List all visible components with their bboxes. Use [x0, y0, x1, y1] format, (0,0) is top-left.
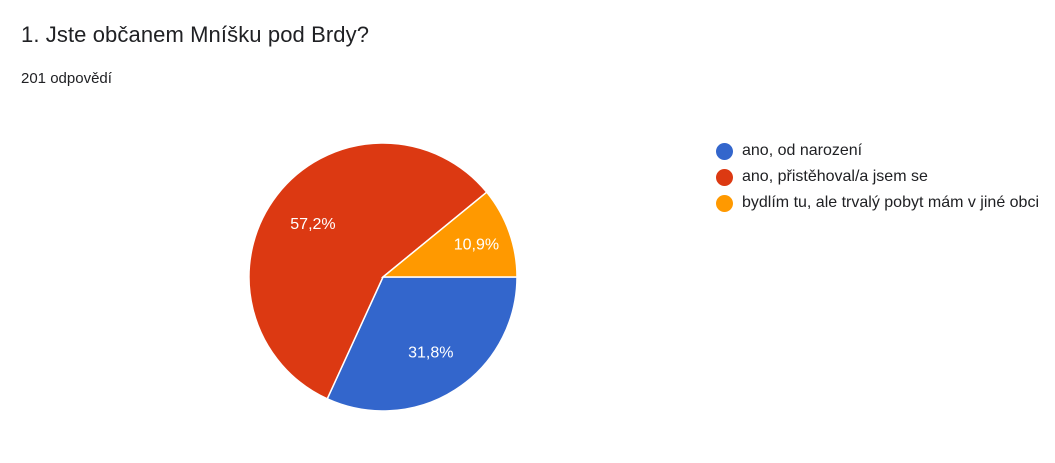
- legend-label: bydlím tu, ale trvalý pobyt mám v jiné o…: [742, 194, 1040, 211]
- legend-label: ano, přistěhoval/a jsem se: [742, 168, 928, 185]
- legend-swatch: [716, 143, 733, 160]
- legend-item-bydlim-tu[interactable]: bydlím tu, ale trvalý pobyt mám v jiné o…: [716, 192, 1042, 214]
- legend-item-ano-od-narozeni[interactable]: ano, od narození: [716, 140, 1046, 162]
- pie-slice-bydlim-tu[interactable]: [380, 191, 518, 278]
- legend-item-ano-pristehoval[interactable]: ano, přistěhoval/a jsem se: [716, 166, 1046, 188]
- pie-label-ano-pristehoval: 57,2%: [290, 216, 335, 233]
- pie-label-ano-od-narozeni: 31,8%: [408, 344, 453, 361]
- pie-slice-ano-od-narozeni[interactable]: [326, 276, 518, 412]
- chart-title: 1. Jste občanem Mníšku pod Brdy?: [21, 22, 370, 47]
- legend-swatch: [716, 195, 733, 212]
- pie-slice-ano-pristehoval[interactable]: [248, 142, 488, 400]
- response-count: 201 odpovědí: [21, 70, 112, 87]
- legend-label: ano, od narození: [742, 142, 863, 159]
- pie-label-bydlim-tu: 10,9%: [454, 237, 499, 254]
- legend-swatch: [716, 169, 733, 186]
- legend: ano, od narození ano, přistěhoval/a jsem…: [716, 140, 1046, 218]
